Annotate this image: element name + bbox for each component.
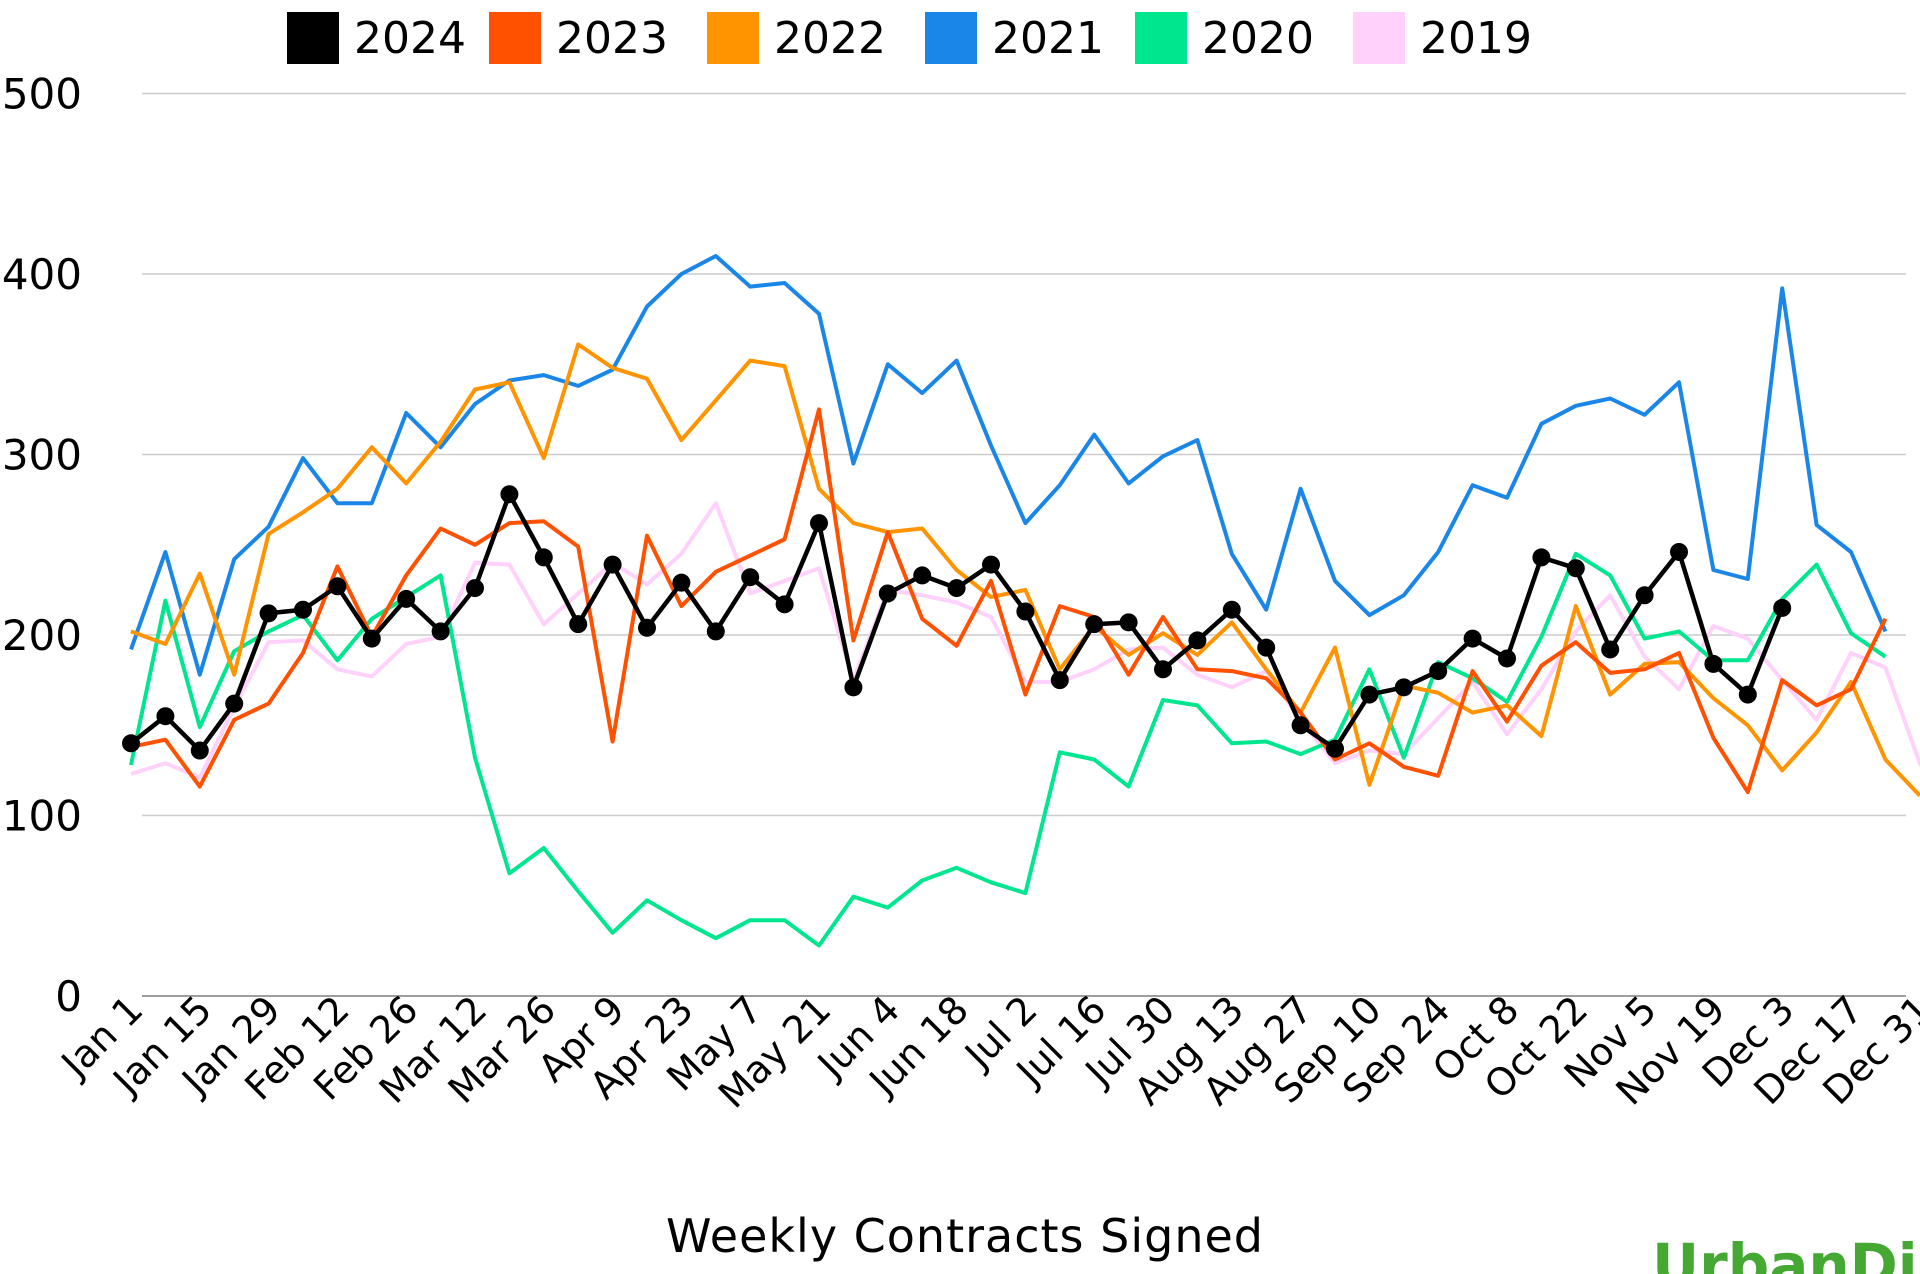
data-point xyxy=(982,555,1000,574)
data-point xyxy=(810,514,828,533)
data-point xyxy=(259,604,278,623)
legend-swatch xyxy=(925,12,977,64)
y-tick-label: 200 xyxy=(2,611,82,660)
data-point xyxy=(1601,640,1620,659)
data-point xyxy=(1326,739,1344,758)
legend-swatch xyxy=(1353,12,1405,64)
legend-label: 2022 xyxy=(774,13,886,64)
legend-item-2024: 2024 xyxy=(287,12,466,64)
data-point xyxy=(225,694,244,713)
data-point xyxy=(1222,600,1241,619)
data-point xyxy=(844,678,863,697)
data-point xyxy=(362,629,381,648)
series-2021 xyxy=(129,254,1888,677)
data-point xyxy=(1635,586,1654,605)
data-point xyxy=(569,615,588,634)
y-tick-label: 500 xyxy=(2,70,82,119)
data-point xyxy=(122,734,140,753)
data-point xyxy=(431,622,450,641)
data-point xyxy=(1257,638,1276,657)
data-point xyxy=(1566,559,1585,578)
y-tick-label: 300 xyxy=(2,431,82,480)
data-point xyxy=(638,618,656,637)
legend-item-2019: 2019 xyxy=(1353,12,1532,64)
series-line-2019 xyxy=(130,501,1920,780)
data-point xyxy=(1119,613,1138,632)
data-point xyxy=(397,589,416,608)
data-point xyxy=(1773,598,1792,617)
data-point xyxy=(1050,671,1069,690)
data-point xyxy=(1704,654,1723,673)
series-2024 xyxy=(122,485,1792,760)
data-point xyxy=(1498,649,1516,668)
data-point xyxy=(190,741,209,760)
data-point xyxy=(1188,631,1207,650)
data-point xyxy=(947,579,966,598)
legend-label: 2024 xyxy=(354,13,466,64)
data-point xyxy=(1738,685,1757,704)
data-point xyxy=(1016,602,1035,621)
data-point xyxy=(672,573,691,592)
series-line-2020 xyxy=(129,551,1887,948)
brand-logo-text: UrbanDig xyxy=(1652,1231,1920,1274)
data-point xyxy=(1532,548,1551,567)
data-point xyxy=(294,600,312,619)
data-point xyxy=(466,579,484,598)
series-line-2021 xyxy=(129,254,1888,677)
x-axis-label: Weekly Contracts Signed xyxy=(666,1209,1264,1263)
y-tick-label: 100 xyxy=(2,792,82,841)
data-point xyxy=(500,485,519,504)
data-point xyxy=(1085,615,1104,634)
y-tick-label: 0 xyxy=(55,972,82,1021)
data-point xyxy=(1429,662,1448,681)
y-axis-ticks: 0 100 200 300 400 500 xyxy=(2,70,82,1022)
data-point xyxy=(1670,542,1688,561)
data-point xyxy=(1463,629,1482,648)
legend-swatch xyxy=(707,12,759,64)
series-2020 xyxy=(129,551,1887,948)
legend: 2024 2023 2022 2021 2020 2019 xyxy=(287,12,1532,64)
data-point xyxy=(534,548,553,567)
data-point xyxy=(328,577,347,596)
data-point xyxy=(1360,685,1379,704)
data-point xyxy=(706,622,725,641)
legend-label: 2020 xyxy=(1202,13,1314,64)
legend-label: 2019 xyxy=(1420,13,1532,64)
series-line-2023 xyxy=(130,407,1888,794)
gridlines xyxy=(142,92,1906,997)
legend-label: 2021 xyxy=(992,13,1104,64)
legend-label: 2023 xyxy=(556,13,668,64)
data-point xyxy=(878,584,897,603)
legend-swatch xyxy=(489,12,541,64)
data-point xyxy=(913,566,932,585)
legend-item-2023: 2023 xyxy=(489,12,668,64)
y-tick-label: 400 xyxy=(2,250,82,299)
data-point xyxy=(775,595,794,614)
legend-swatch xyxy=(287,12,339,64)
data-point xyxy=(1154,660,1172,679)
series-2023 xyxy=(130,407,1888,794)
series-line-2022 xyxy=(130,342,1920,797)
legend-swatch xyxy=(1135,12,1187,64)
data-point xyxy=(1394,678,1413,697)
series-2019 xyxy=(130,501,1920,780)
legend-item-2021: 2021 xyxy=(925,12,1104,64)
data-point xyxy=(156,707,175,726)
series-2022 xyxy=(130,342,1920,797)
legend-item-2022: 2022 xyxy=(707,12,886,64)
legend-item-2020: 2020 xyxy=(1135,12,1314,64)
data-point xyxy=(603,555,622,574)
data-point xyxy=(1291,716,1310,735)
data-point xyxy=(741,568,760,587)
series-lines xyxy=(122,254,1920,948)
